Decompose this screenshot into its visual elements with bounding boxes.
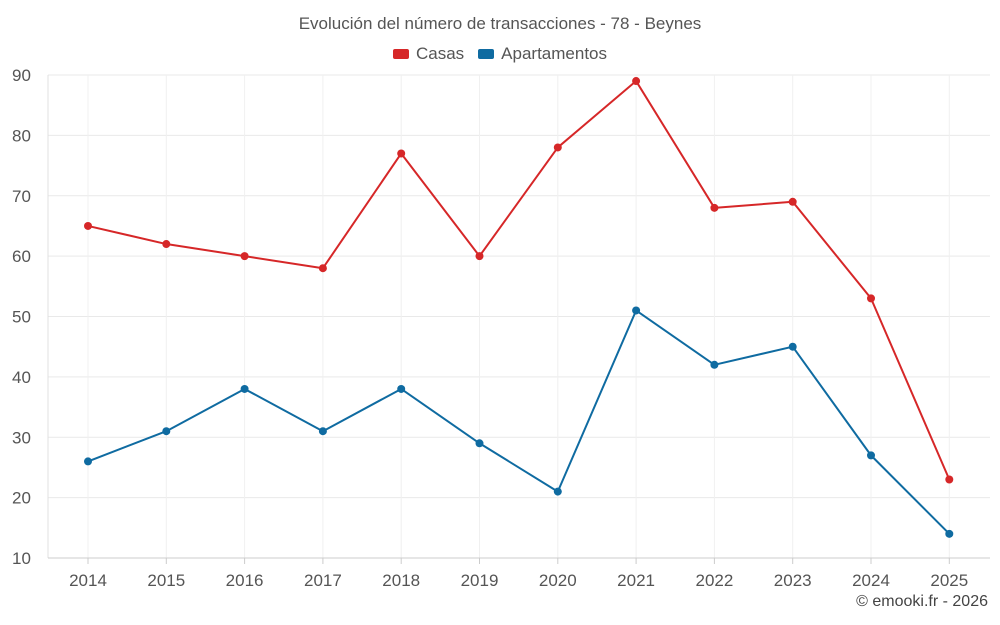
y-tick-label: 50 xyxy=(12,308,31,327)
data-point-casas xyxy=(318,264,327,273)
y-tick-label: 20 xyxy=(12,489,31,508)
series-line-apartamentos xyxy=(87,309,951,535)
data-point-apartamentos xyxy=(162,427,171,436)
data-point-apartamentos xyxy=(553,487,562,496)
x-tick-label: 2014 xyxy=(69,571,107,590)
data-point-casas xyxy=(632,77,641,86)
credit-text: © emooki.fr - 2026 xyxy=(856,593,988,610)
data-point-apartamentos xyxy=(397,384,406,393)
y-tick-label: 70 xyxy=(12,187,31,206)
data-point-casas xyxy=(710,203,719,212)
legend: Casas Apartamentos xyxy=(0,44,1000,64)
legend-label-casas: Casas xyxy=(415,44,465,63)
x-tick-label: 2022 xyxy=(695,571,733,590)
series-line-casas xyxy=(87,80,951,480)
x-tick-label: 2021 xyxy=(617,571,655,590)
data-point-casas xyxy=(945,475,954,484)
x-tick-label: 2025 xyxy=(930,571,968,590)
y-tick-label: 30 xyxy=(12,428,31,447)
y-tick-label: 10 xyxy=(12,549,31,568)
data-point-casas xyxy=(397,149,406,158)
data-point-casas xyxy=(162,240,171,249)
y-tick-label: 60 xyxy=(12,247,31,266)
x-tick-label: 2018 xyxy=(382,571,420,590)
data-point-apartamentos xyxy=(240,384,249,393)
data-point-casas xyxy=(788,197,797,206)
y-tick-label: 80 xyxy=(12,126,31,145)
legend-swatch-casas xyxy=(392,49,409,59)
data-point-casas xyxy=(240,252,249,261)
data-point-casas xyxy=(84,221,92,230)
data-point-apartamentos xyxy=(867,451,875,460)
legend-swatch-apartamentos xyxy=(478,49,495,59)
data-point-apartamentos xyxy=(318,427,327,436)
legend-item-apartamentos[interactable]: Apartamentos xyxy=(478,44,607,64)
data-point-casas xyxy=(867,294,875,303)
data-point-apartamentos xyxy=(710,360,719,369)
data-point-casas xyxy=(475,252,484,261)
data-point-apartamentos xyxy=(788,342,797,351)
x-tick-label: 2020 xyxy=(539,571,577,590)
legend-item-casas[interactable]: Casas xyxy=(392,44,465,64)
data-point-apartamentos xyxy=(84,457,92,466)
x-tick-label: 2017 xyxy=(304,571,342,590)
y-tick-label: 90 xyxy=(12,66,31,85)
data-point-apartamentos xyxy=(632,306,641,315)
x-tick-label: 2024 xyxy=(852,571,890,590)
y-tick-label: 40 xyxy=(12,368,31,387)
x-tick-label: 2016 xyxy=(226,571,264,590)
legend-label-apartamentos: Apartamentos xyxy=(501,44,608,63)
x-tick-label: 2015 xyxy=(147,571,185,590)
chart-title: Evolución del número de transacciones - … xyxy=(298,14,702,33)
data-point-apartamentos xyxy=(945,529,954,538)
data-point-apartamentos xyxy=(475,439,484,448)
x-tick-label: 2019 xyxy=(461,571,499,590)
data-point-casas xyxy=(553,143,562,152)
x-tick-label: 2023 xyxy=(774,571,812,590)
